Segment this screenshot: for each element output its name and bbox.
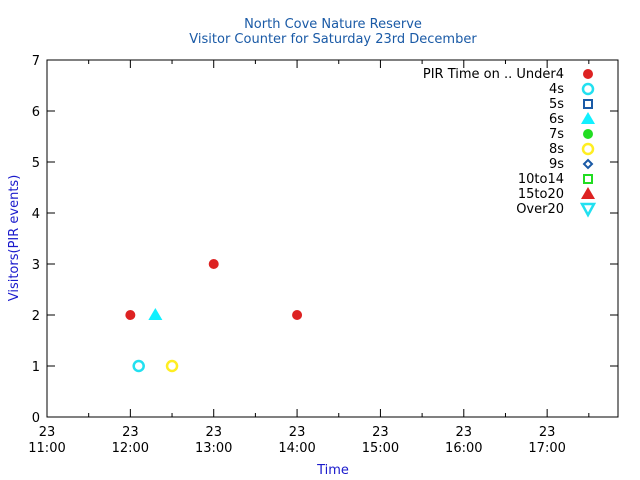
x-tick-label-day: 23 (122, 425, 139, 440)
y-tick-label: 4 (32, 207, 40, 222)
legend-entry-label: 8s (549, 142, 564, 157)
x-tick-label-time: 16:00 (445, 441, 482, 456)
legend-marker (583, 129, 593, 139)
legend-marker (583, 174, 593, 184)
chart-title: North Cove Nature Reserve (244, 17, 422, 32)
legend: PIR Time on .. Under44s5s6s7s8s9s10to141… (423, 67, 597, 218)
data-point (132, 359, 145, 373)
y-tick-label: 1 (32, 360, 40, 375)
x-tick-label-day: 23 (539, 425, 556, 440)
y-tick-label: 0 (32, 411, 40, 426)
x-tick-label-time: 12:00 (112, 441, 149, 456)
legend-entry-label: PIR Time on .. Under4 (423, 67, 564, 82)
legend-entry-label: 6s (549, 112, 564, 127)
data-point (148, 308, 163, 320)
legend-marker (581, 82, 595, 96)
x-tick-label-day: 23 (456, 425, 473, 440)
x-tick-label-time: 17:00 (528, 441, 565, 456)
x-tick-label-time: 15:00 (362, 441, 399, 456)
legend-marker (579, 202, 597, 218)
x-tick-label-time: 11:00 (28, 441, 65, 456)
x-tick-label-day: 23 (39, 425, 56, 440)
legend-entry-label: 10to14 (518, 172, 564, 187)
y-tick-label: 2 (32, 309, 40, 324)
legend-marker (581, 187, 595, 199)
data-point (165, 359, 179, 373)
legend-entry-label: 4s (549, 82, 564, 97)
legend-entry-label: 5s (549, 97, 564, 112)
y-tick-label: 7 (32, 54, 40, 69)
legend-entry-label: 15to20 (518, 187, 564, 202)
legend-marker (581, 142, 595, 156)
x-tick-label-day: 23 (372, 425, 389, 440)
data-point (208, 259, 219, 269)
chart-subtitle: Visitor Counter for Saturday 23rd Decemb… (189, 32, 477, 47)
y-tick-label: 5 (32, 156, 40, 171)
y-tick-label: 3 (32, 258, 40, 273)
legend-marker (582, 158, 594, 170)
y-tick-labels: 0 1 2 3 4 5 6 7 (32, 54, 40, 426)
legend-entry-label: 7s (549, 127, 564, 142)
legend-marker (583, 69, 593, 79)
x-tick-label-time: 14:00 (278, 441, 315, 456)
data-point (292, 310, 303, 320)
data-point (125, 310, 136, 320)
legend-marker (583, 99, 593, 109)
x-tick-label-day: 23 (289, 425, 306, 440)
x-axis-label: Time (316, 463, 349, 478)
x-tick-label-day: 23 (205, 425, 222, 440)
axis-ticks (46, 59, 618, 418)
y-axis-label: Visitors(PIR events) (7, 175, 22, 302)
data-points (125, 259, 303, 373)
x-tick-label-time: 13:00 (195, 441, 232, 456)
legend-entry-label: 9s (549, 157, 564, 172)
y-tick-label: 6 (32, 105, 40, 120)
legend-entry-label: Over20 (516, 202, 564, 217)
x-tick-labels: 2311:002312:002313:002314:002315:002316:… (28, 425, 566, 456)
legend-marker (581, 112, 595, 124)
plot-area-frame (46, 59, 619, 418)
